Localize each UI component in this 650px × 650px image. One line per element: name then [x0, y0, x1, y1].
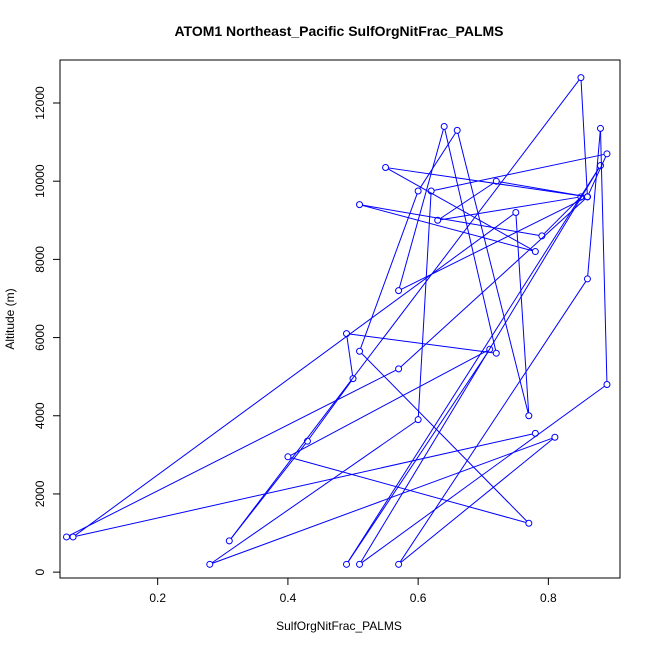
x-tick-label: 0.4 [280, 591, 297, 605]
data-point [525, 412, 533, 420]
data-point [225, 537, 233, 545]
data-point [583, 193, 591, 201]
series-segment [400, 198, 586, 368]
data-point [382, 164, 390, 172]
series-segment [440, 196, 579, 221]
data-point [395, 287, 403, 295]
data-point [427, 187, 435, 195]
series-segment [347, 351, 489, 563]
series-segment [587, 131, 601, 276]
series-segment [515, 215, 530, 413]
data-point [434, 216, 442, 224]
x-tick-label: 0.2 [149, 591, 166, 605]
series-segment [457, 133, 529, 413]
series-segment [230, 79, 580, 539]
series-segment [399, 281, 587, 563]
series-segment [588, 156, 607, 195]
data-point [531, 248, 539, 256]
series-segment [362, 204, 533, 252]
data-point [486, 345, 494, 353]
data-point [603, 380, 611, 388]
data-point [63, 533, 71, 541]
series-segment [68, 369, 397, 537]
data-point [414, 187, 422, 195]
data-point [349, 375, 357, 383]
data-point [453, 126, 461, 134]
data-point [356, 560, 364, 568]
data-point [525, 519, 533, 527]
data-point [303, 437, 311, 445]
series-segment [360, 167, 600, 563]
y-tick-label: 0 [33, 568, 47, 575]
series-segment [75, 433, 533, 537]
series-segment [290, 457, 527, 523]
y-tick-label: 2000 [33, 480, 47, 507]
data-point [596, 124, 604, 132]
series-segment [362, 204, 539, 236]
x-axis: 0.2 0.4 0.6 0.8 [149, 578, 557, 605]
x-tick-label: 0.8 [540, 591, 557, 605]
series-segment [349, 333, 494, 354]
series-segment [211, 420, 416, 564]
series-segment [347, 167, 600, 563]
y-tick-label: 10000 [33, 164, 47, 198]
data-point [492, 177, 500, 185]
data-point [603, 150, 611, 158]
series-segment [444, 129, 497, 351]
data-point [206, 560, 214, 568]
data-point [356, 201, 364, 209]
series-segment [361, 385, 605, 563]
y-tick-label: 12000 [33, 86, 47, 120]
data-point [538, 232, 546, 240]
data-point [577, 74, 585, 82]
series-segment [499, 181, 585, 197]
data-point [577, 193, 585, 201]
series-segment [360, 193, 418, 349]
data-point [531, 429, 539, 437]
data-point [395, 560, 403, 568]
series-segment [439, 182, 495, 220]
series-segment [346, 336, 354, 376]
series-segment [419, 132, 457, 189]
x-axis-label: SulfOrgNitFrac_PALMS [276, 619, 402, 633]
chart-title: ATOM1 Northeast_Pacific SulfOrgNitFrac_P… [174, 23, 503, 39]
data-point [356, 347, 364, 355]
series-segment [308, 380, 352, 440]
series-segment [75, 213, 514, 536]
series-segment [212, 437, 553, 564]
data-point [284, 453, 292, 461]
series-segment [580, 80, 588, 194]
y-tick-label: 6000 [33, 324, 47, 351]
series-segment [543, 198, 580, 235]
data-point [69, 533, 77, 541]
data-point [440, 122, 448, 130]
series-segment [400, 438, 553, 563]
data-point [596, 162, 604, 170]
x-tick-label: 0.6 [410, 591, 427, 605]
data-point [343, 560, 351, 568]
series-segment [398, 129, 444, 288]
series-segment [388, 167, 585, 197]
series-segment [290, 350, 488, 456]
data-point [414, 416, 422, 424]
y-axis-label: Altitude (m) [3, 288, 17, 349]
series-segment [433, 153, 605, 191]
y-tick-label: 8000 [33, 246, 47, 273]
data-point [512, 208, 520, 216]
series-segment [361, 353, 528, 522]
series-segment [600, 131, 608, 382]
data-series [63, 74, 611, 568]
data-point [395, 365, 403, 373]
plot-frame [59, 59, 621, 579]
series-segment [387, 168, 533, 251]
y-axis: 0 2000 4000 6000 8000 10000 12000 [33, 86, 60, 575]
y-tick-label: 4000 [33, 402, 47, 429]
series-segment [417, 193, 432, 417]
data-point [492, 349, 500, 357]
data-point [343, 330, 351, 338]
data-point [583, 275, 591, 283]
data-point [551, 433, 559, 441]
